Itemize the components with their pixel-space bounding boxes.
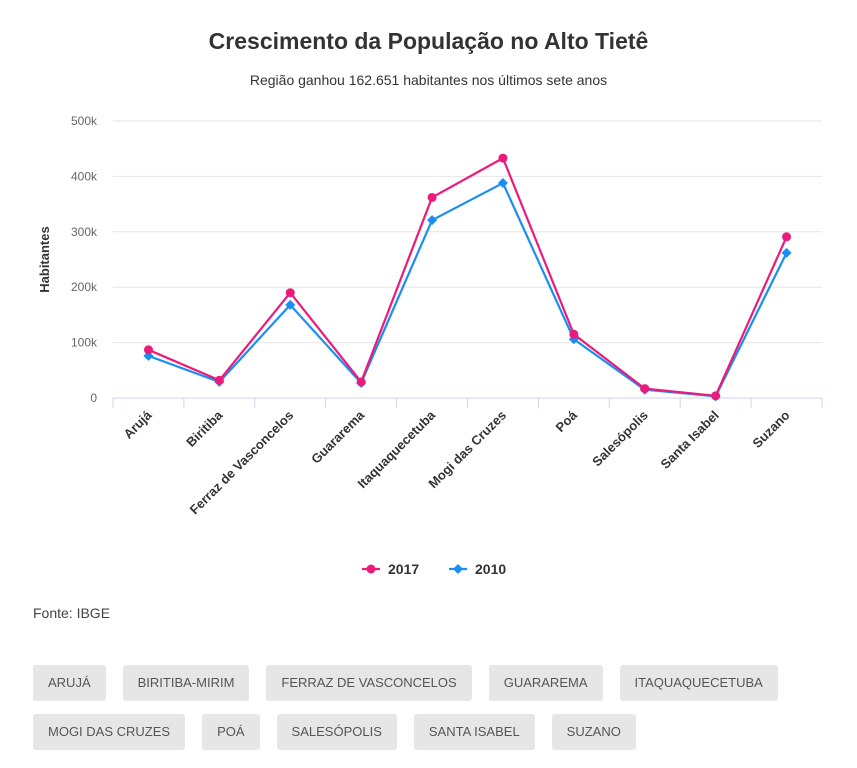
legend-marker-2017	[366, 564, 376, 574]
filter-row-1: ARUJÁ BIRITIBA-MIRIM FERRAZ DE VASCONCEL…	[33, 665, 833, 701]
data-point-2017	[427, 192, 437, 202]
legend-label-2017: 2017	[388, 561, 419, 577]
y-tick-label: 0	[90, 391, 97, 405]
data-point-2010	[781, 247, 792, 258]
x-tick-label: Biritiba	[183, 407, 226, 450]
y-tick-label: 100k	[71, 336, 98, 350]
filter-tag-itaquaquecetuba[interactable]: ITAQUAQUECETUBA	[619, 665, 778, 701]
filter-tag-mogi-das-cruzes[interactable]: MOGI DAS CRUZES	[33, 714, 186, 750]
data-point-2010	[497, 178, 508, 189]
data-point-2017	[782, 232, 792, 242]
filter-tag-aruja[interactable]: ARUJÁ	[33, 665, 106, 701]
filter-tag-guararema[interactable]: GUARAREMA	[488, 665, 603, 701]
data-point-2017	[285, 288, 295, 298]
legend-marker-2010	[453, 564, 463, 574]
source-note: Fonte: IBGE	[33, 605, 111, 621]
data-point-2017	[711, 391, 721, 401]
data-point-2010	[427, 215, 438, 226]
filter-tag-biritiba-mirim[interactable]: BIRITIBA-MIRIM	[122, 665, 250, 701]
filter-tag-salesopolis[interactable]: SALESÓPOLIS	[276, 714, 397, 750]
x-tick-label: Guararema	[308, 407, 368, 467]
data-point-2017	[214, 375, 224, 385]
data-point-2017	[498, 153, 508, 163]
chart-subtitle: Região ganhou 162.651 habitantes nos últ…	[249, 72, 608, 88]
chart-title: Crescimento da População no Alto Tietê	[208, 28, 649, 54]
legend-label-2010: 2010	[475, 561, 506, 577]
filter-tag-suzano[interactable]: SUZANO	[551, 714, 636, 750]
x-tick-label: Poá	[553, 407, 581, 435]
data-point-2017	[356, 377, 366, 387]
data-point-2010	[285, 299, 296, 310]
series-line-2010	[148, 181, 788, 398]
municipality-filters: ARUJÁ BIRITIBA-MIRIM FERRAZ DE VASCONCEL…	[33, 665, 833, 763]
y-tick-label: 200k	[71, 280, 98, 294]
data-point-2017	[569, 329, 579, 339]
x-tick-label: Santa Isabel	[658, 408, 722, 472]
series-line-2017	[148, 157, 788, 397]
filter-tag-poa[interactable]: POÁ	[202, 714, 260, 750]
y-tick-label: 300k	[71, 225, 98, 239]
y-tick-label: 500k	[71, 114, 98, 128]
x-tick-label: Arujá	[120, 407, 155, 442]
data-point-2017	[640, 384, 650, 394]
x-tick-label: Mogi das Cruzes	[425, 408, 509, 492]
filter-tag-ferraz-de-vasconcelos[interactable]: FERRAZ DE VASCONCELOS	[266, 665, 472, 701]
filter-row-2: MOGI DAS CRUZES POÁ SALESÓPOLIS SANTA IS…	[33, 714, 833, 750]
x-tick-label: Suzano	[749, 407, 792, 450]
filter-tag-santa-isabel[interactable]: SANTA ISABEL	[413, 714, 535, 750]
x-tick-label: Salesópolis	[589, 408, 651, 470]
y-axis-label: Habitantes	[37, 226, 52, 292]
y-tick-label: 400k	[71, 169, 98, 183]
data-point-2017	[143, 345, 153, 355]
